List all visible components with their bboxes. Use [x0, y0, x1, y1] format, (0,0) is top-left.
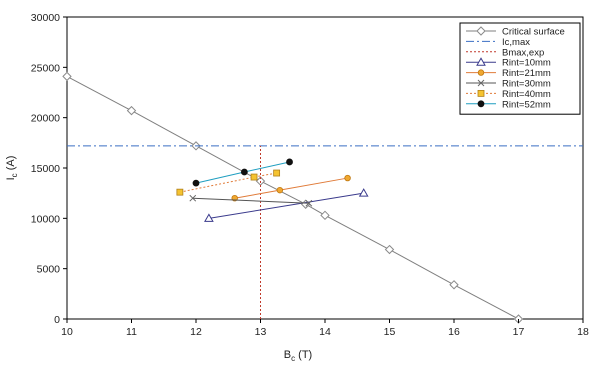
data-point — [62, 71, 72, 82]
series-line — [192, 197, 309, 204]
data-point — [320, 210, 330, 221]
data-point — [204, 213, 214, 222]
data-point — [449, 280, 459, 290]
point-marker-stroke — [305, 199, 313, 207]
legend-box — [459, 22, 581, 115]
axis-ticks: 10 11 12 13 14 15 16 17 18 0 5000 10000 15000 20000 25… — [31, 12, 589, 338]
legend-label: Rint=21mm — [502, 68, 551, 79]
data-point — [192, 179, 200, 187]
legend-marker — [477, 79, 485, 87]
data-point — [358, 188, 369, 197]
x-axis-title: Bc (T) — [284, 349, 312, 363]
data-point — [305, 199, 313, 207]
y-tick-label: 30000 — [31, 12, 60, 24]
y-tick-label: 25000 — [31, 62, 60, 74]
legend-label: Rint=10mm — [502, 58, 551, 69]
x-tick-label: 14 — [319, 326, 331, 338]
legend-label: Rint=30mm — [502, 79, 551, 90]
series-6 — [176, 169, 281, 196]
y-axis-title: Ic (A) — [5, 156, 19, 181]
legend: Critical surfaceIc,maxBmax,expRint=10mmR… — [459, 22, 581, 115]
legend-marker — [477, 100, 485, 108]
x-tick-label: 12 — [190, 326, 202, 338]
data-point — [384, 244, 395, 255]
legend-marker — [476, 57, 486, 66]
series-line — [179, 172, 277, 193]
point-marker-stroke — [477, 79, 485, 87]
data-point — [176, 188, 184, 196]
data-point — [240, 168, 248, 176]
legend-label: Ic,max — [502, 37, 530, 48]
data-point — [273, 169, 281, 177]
data-point — [344, 174, 351, 182]
data-point — [276, 186, 284, 194]
y-tick-label: 20000 — [31, 113, 60, 125]
x-tick-label: 13 — [255, 326, 267, 338]
point-marker-stroke — [189, 194, 197, 202]
legend-label: Critical surface — [502, 27, 565, 38]
legend-label: Rint=52mm — [502, 99, 551, 110]
data-point — [126, 105, 137, 116]
series-layer — [62, 71, 583, 324]
x-tick-label: 17 — [513, 326, 525, 338]
x-tick-label: 15 — [384, 326, 396, 338]
legend-marker — [476, 26, 486, 36]
series-line — [66, 75, 519, 320]
series-5 — [189, 194, 313, 207]
series-0 — [62, 71, 524, 324]
legend-label: Rint=40mm — [502, 89, 551, 100]
series-line — [208, 192, 364, 219]
legend-marker — [477, 69, 485, 76]
series-7 — [192, 158, 293, 187]
x-tick-label: 18 — [577, 326, 589, 338]
series-line — [234, 177, 348, 199]
x-tick-label: 16 — [448, 326, 460, 338]
x-tick-label: 11 — [126, 326, 137, 338]
data-point — [250, 173, 258, 181]
data-point — [189, 194, 197, 202]
data-point — [286, 158, 293, 166]
y-tick-label: 10000 — [31, 213, 60, 225]
x-tick-label: 10 — [61, 326, 73, 338]
y-tick-label: 5000 — [37, 264, 61, 276]
series-3 — [204, 188, 369, 222]
legend-label: Bmax,exp — [502, 47, 544, 58]
legend-marker — [477, 90, 485, 97]
y-tick-label: 15000 — [31, 163, 60, 175]
y-tick-label: 0 — [54, 314, 60, 326]
